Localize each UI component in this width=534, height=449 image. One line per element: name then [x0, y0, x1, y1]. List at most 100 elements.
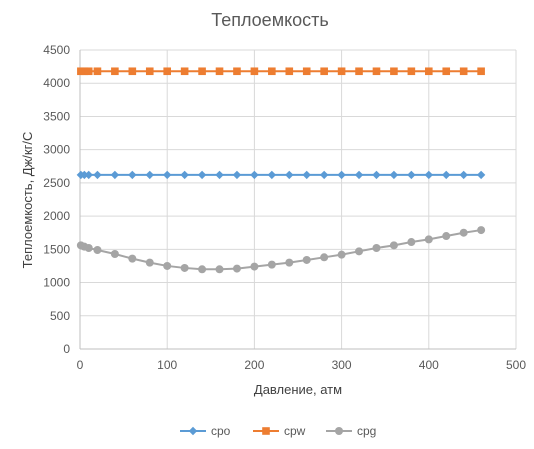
- point-cpw: [477, 67, 485, 76]
- point-cpw: [80, 67, 89, 76]
- point-cpg: [180, 263, 189, 272]
- legend: cpo cpw cpg: [180, 424, 376, 438]
- x-tick-label: 300: [332, 358, 352, 372]
- y-axis-title: Теплоемкость, Дж/кг/С: [20, 132, 35, 269]
- chart-title: Теплоемкость: [211, 10, 329, 30]
- point-cpw: [145, 67, 154, 76]
- series-layer: [76, 67, 486, 274]
- x-tick-label: 100: [157, 358, 177, 372]
- point-cpw: [355, 67, 363, 76]
- point-cpo: [163, 170, 172, 180]
- y-tick-label: 1500: [43, 242, 70, 256]
- point-cpo: [459, 170, 468, 180]
- point-cpg: [163, 261, 172, 270]
- point-cpg: [93, 245, 102, 254]
- point-cpw: [268, 67, 276, 76]
- point-cpw: [84, 67, 93, 76]
- point-cpo: [337, 170, 346, 180]
- point-cpo: [267, 170, 277, 180]
- y-tick-label: 4000: [43, 76, 70, 90]
- legend-marker-cpw: [262, 427, 270, 435]
- point-cpo: [128, 170, 137, 180]
- point-cpw: [250, 67, 259, 76]
- legend-marker-cpo: [188, 426, 198, 436]
- axis-layer: 0 500 1000 1500 2000 2500 3000 3500 4000 4500 0 100…: [43, 43, 526, 372]
- y-tick-label: 1000: [43, 276, 70, 290]
- point-cpw: [390, 67, 398, 76]
- y-tick-label: 2000: [43, 209, 70, 223]
- x-tick-label: 400: [419, 358, 439, 372]
- legend-label-cpg: cpg: [357, 424, 376, 438]
- point-cpw: [459, 67, 468, 76]
- point-cpw: [128, 67, 137, 76]
- y-tick-label: 0: [63, 342, 70, 356]
- point-cpo: [407, 170, 416, 180]
- x-axis-title: Давление, атм: [254, 382, 342, 397]
- point-cpg: [267, 260, 276, 269]
- point-cpo: [424, 170, 433, 180]
- point-cpo: [302, 170, 311, 180]
- point-cpg: [459, 228, 468, 237]
- point-cpg: [355, 247, 364, 256]
- point-cpw: [111, 67, 119, 76]
- point-cpo: [372, 170, 381, 180]
- point-cpg: [215, 265, 224, 274]
- point-cpo: [389, 170, 399, 180]
- grid-layer: [80, 49, 517, 349]
- point-cpg: [442, 232, 451, 241]
- point-cpg: [477, 226, 486, 235]
- point-cpo: [476, 170, 486, 180]
- point-cpo: [354, 170, 364, 180]
- series-cpo: [76, 170, 486, 180]
- point-cpo: [80, 170, 89, 180]
- point-cpw: [180, 67, 189, 76]
- point-cpg: [198, 265, 207, 274]
- x-tick-label: 500: [506, 358, 526, 372]
- legend-item-cpw: cpw: [253, 424, 306, 438]
- series-cpw: [77, 67, 485, 76]
- point-cpg: [128, 254, 137, 263]
- y-tick-label: 500: [50, 309, 70, 323]
- point-cpw: [442, 67, 451, 76]
- point-cpg: [320, 253, 329, 262]
- point-cpw: [407, 67, 416, 76]
- point-cpo: [319, 170, 329, 180]
- point-cpg: [250, 262, 259, 271]
- point-cpg: [232, 264, 241, 273]
- y-tick-label: 3000: [43, 143, 70, 157]
- point-cpw: [320, 67, 328, 76]
- point-cpo: [93, 170, 102, 180]
- point-cpg: [407, 238, 416, 247]
- y-tick-label: 2500: [43, 176, 70, 190]
- point-cpw: [198, 67, 206, 76]
- point-cpw: [215, 67, 224, 76]
- point-cpo: [250, 170, 259, 180]
- point-cpo: [232, 170, 242, 180]
- point-cpo: [285, 170, 294, 180]
- y-tick-label: 3500: [43, 109, 70, 123]
- point-cpw: [337, 67, 346, 76]
- point-cpo: [215, 170, 224, 180]
- legend-label-cpw: cpw: [284, 424, 306, 438]
- y-tick-label: 4500: [43, 43, 70, 57]
- legend-item-cpg: cpg: [326, 424, 376, 438]
- point-cpo: [442, 170, 451, 180]
- point-cpg: [372, 244, 381, 253]
- point-cpg: [337, 250, 346, 259]
- point-cpo: [145, 170, 154, 180]
- point-cpw: [372, 67, 381, 76]
- point-cpg: [145, 258, 154, 267]
- point-cpg: [302, 255, 311, 264]
- legend-label-cpo: cpo: [211, 424, 231, 438]
- point-cpo: [110, 170, 120, 180]
- series-cpg: [76, 226, 486, 274]
- legend-marker-cpg: [335, 427, 343, 435]
- point-cpg: [424, 235, 433, 244]
- point-cpw: [425, 67, 433, 76]
- point-cpw: [163, 67, 171, 76]
- point-cpg: [84, 244, 93, 253]
- point-cpo: [180, 170, 189, 180]
- point-cpo: [84, 170, 93, 180]
